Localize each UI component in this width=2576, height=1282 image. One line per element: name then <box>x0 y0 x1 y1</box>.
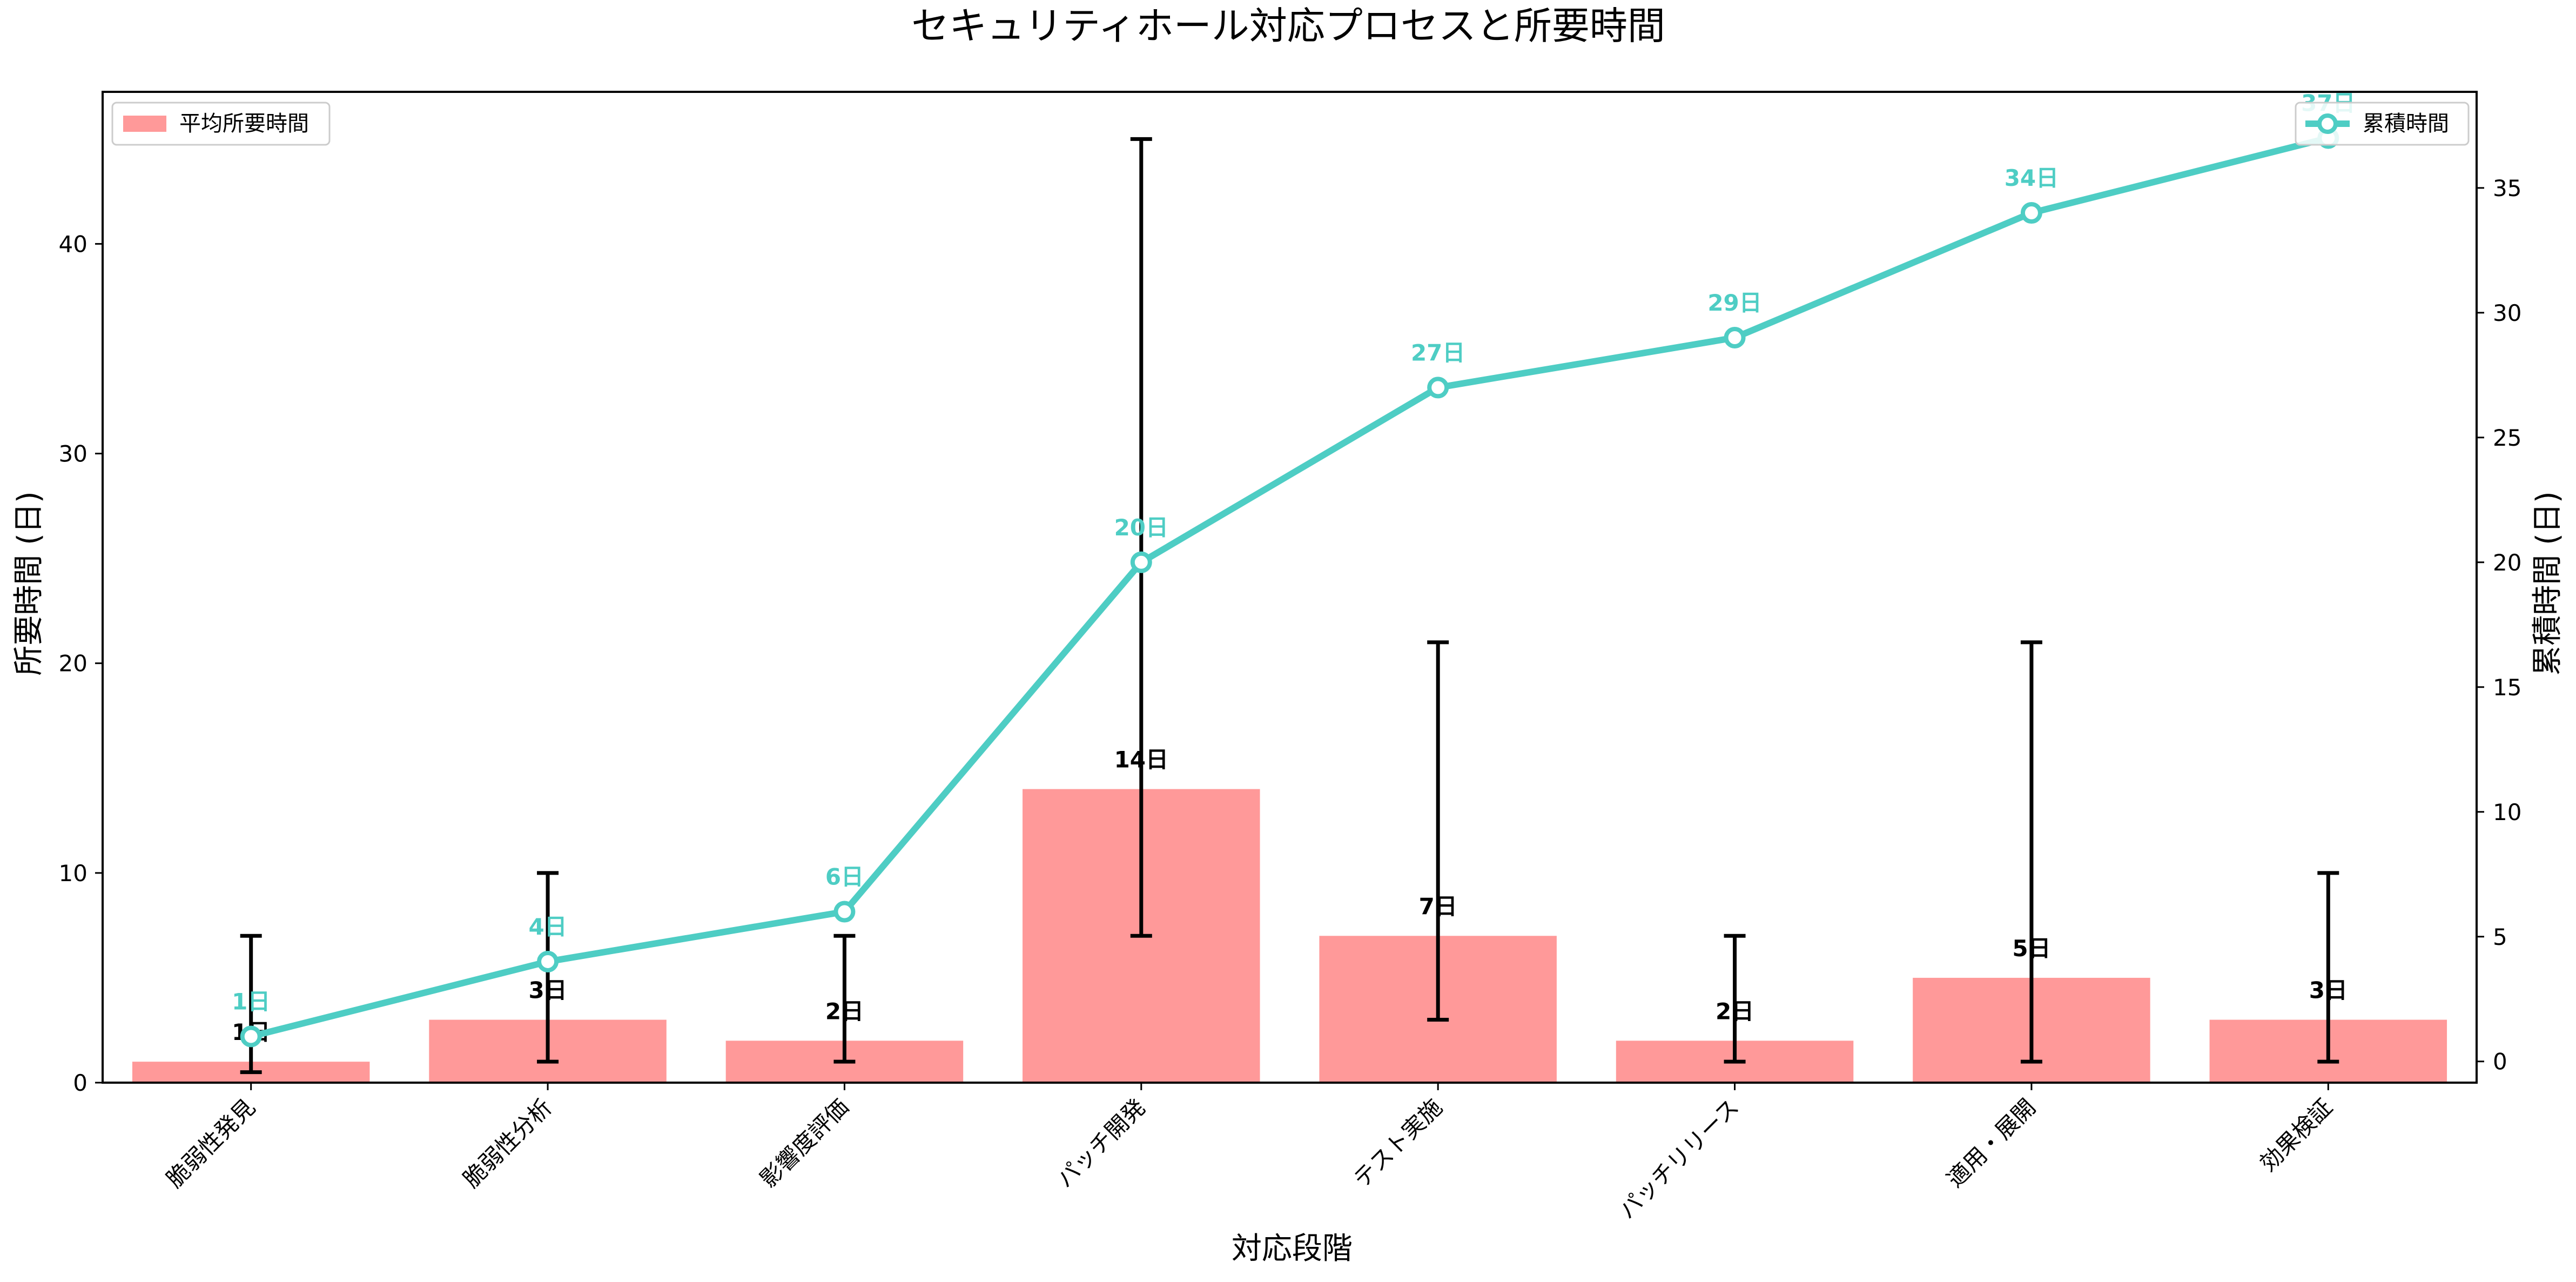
legend-left <box>111 102 331 146</box>
y2-tick-label: 15 <box>2493 674 2521 701</box>
legend-bar-swatch <box>123 116 166 132</box>
bar-value-label: 5日 <box>2012 935 2050 962</box>
y2-tick-label: 25 <box>2493 425 2521 451</box>
bar-value-label: 7日 <box>1419 893 1457 919</box>
legend-line-marker <box>2317 113 2338 134</box>
y2-tick-label: 5 <box>2493 924 2507 950</box>
cumulative-line <box>250 135 2329 1040</box>
y-tick-label: 10 <box>59 860 88 887</box>
cumulative-value-label: 1日 <box>232 989 270 1015</box>
cumulative-value-label: 6日 <box>825 864 864 890</box>
bar-value-label: 3日 <box>528 977 567 1004</box>
cumulative-point <box>240 1025 262 1048</box>
bar-value-label: 14日 <box>1114 747 1168 773</box>
bar-value-label: 2日 <box>1716 998 1754 1024</box>
y-tick-label: 40 <box>59 231 88 257</box>
cumulative-point <box>833 901 856 923</box>
cumulative-value-label: 27日 <box>1411 339 1465 366</box>
bar-value-label: 2日 <box>825 998 864 1024</box>
cumulative-point <box>1427 377 1449 399</box>
legend-right <box>2295 102 2470 146</box>
y-tick-label: 20 <box>59 650 88 677</box>
y2-tick-label: 0 <box>2493 1049 2507 1075</box>
y-tick-label: 30 <box>59 441 88 467</box>
y-axis-label: 所要時間 (日) <box>11 491 46 676</box>
y2-tick-label: 30 <box>2493 300 2521 326</box>
cumulative-value-label: 29日 <box>1707 290 1761 316</box>
legend-bar-label: 平均所要時間 <box>179 111 309 136</box>
chart-title: セキュリティホール対応プロセスと所要時間 <box>911 4 1665 48</box>
cumulative-point <box>2020 202 2042 224</box>
cumulative-point <box>537 950 559 972</box>
plot-frame <box>102 91 2478 1084</box>
legend-line-label: 累積時間 <box>2363 111 2449 136</box>
cumulative-point <box>1724 327 1746 349</box>
cumulative-point <box>1130 551 1152 573</box>
y2-tick-label: 10 <box>2493 799 2521 825</box>
y2-axis-label: 累積時間 (日) <box>2530 491 2565 676</box>
y2-tick-label: 20 <box>2493 549 2521 576</box>
cumulative-value-label: 4日 <box>528 914 567 940</box>
cumulative-value-label: 20日 <box>1114 514 1168 541</box>
y-tick-label: 0 <box>73 1070 88 1096</box>
y2-tick-label: 35 <box>2493 175 2521 202</box>
cumulative-value-label: 34日 <box>2005 165 2059 191</box>
x-axis-label: 対応段階 <box>1232 1231 1353 1266</box>
bar-value-label: 3日 <box>2309 977 2348 1004</box>
